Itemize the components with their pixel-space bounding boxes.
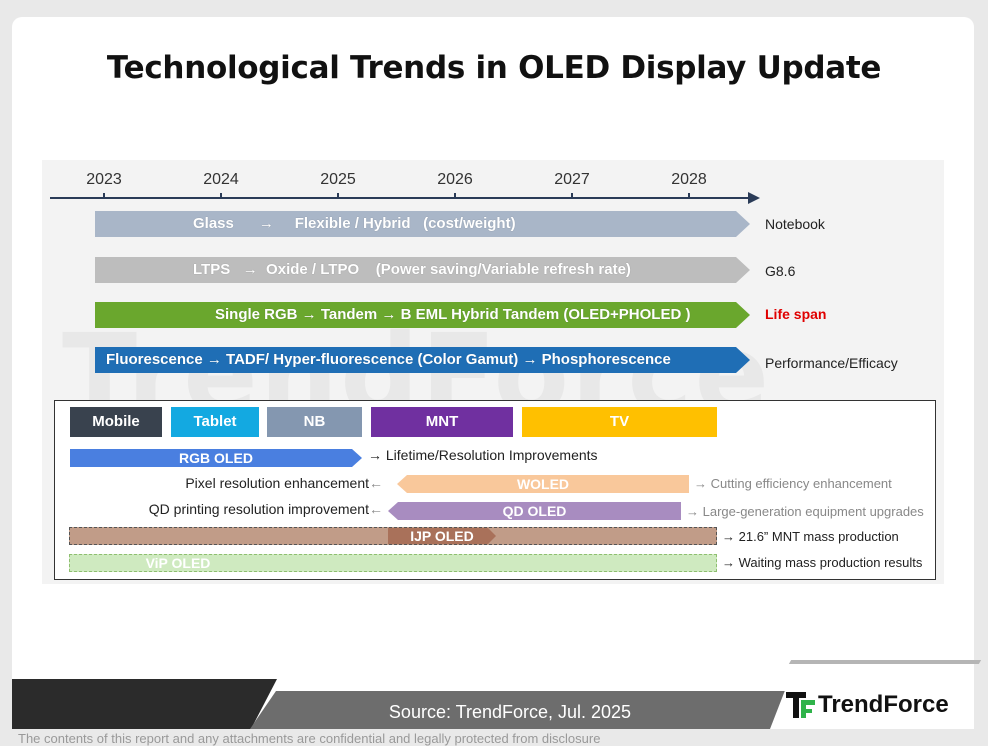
axis-tick (571, 193, 573, 199)
device-mobile: Mobile (70, 407, 162, 437)
trend-arrow-label: Glass → Flexible / Hybrid (cost/weight) (193, 215, 516, 232)
trend-arrow-backplane: LTPS → Oxide / LTPO (Power saving/Variab… (95, 257, 750, 283)
footer-band-grey (250, 691, 800, 729)
trend-side-label: Life span (765, 306, 827, 322)
year-label: 2026 (437, 171, 473, 188)
trend-side-label: Notebook (765, 216, 825, 232)
trend-arrow-substrate: Glass → Flexible / Hybrid (cost/weight) (95, 211, 750, 237)
trend-side-label: G8.6 (765, 263, 796, 279)
axis-tick (454, 193, 456, 199)
tech-bar-rgb-oled: RGB OLED (70, 449, 362, 467)
trend-arrow-label: Fluorescence → TADF/ Hyper-fluorescence … (106, 351, 671, 368)
axis-tick (220, 193, 222, 199)
tech-note-left: QD printing resolution improvement← (148, 501, 383, 517)
tech-note-left: Pixel resolution enhancement← (185, 475, 383, 491)
trendforce-logo: TrendForce (818, 691, 949, 718)
device-tablet: Tablet (171, 407, 259, 437)
year-label: 2027 (554, 171, 590, 188)
tech-note-right: → Cutting efficiency enhancement (694, 476, 892, 491)
page-title: Technological Trends in OLED Display Upd… (106, 50, 882, 86)
timeline-arrowhead (748, 192, 760, 204)
year-label: 2028 (671, 171, 707, 188)
trend-arrow-label: LTPS → Oxide / LTPO (Power saving/Variab… (193, 261, 631, 278)
year-label: 2024 (203, 171, 239, 188)
device-mnt: MNT (371, 407, 513, 437)
trend-arrow-structure: Single RGB → Tandem → B EML Hybrid Tande… (95, 302, 750, 328)
tech-bar-vip-oled: ViP OLED (69, 554, 717, 572)
trendforce-logo-icon (786, 692, 815, 718)
device-nb: NB (267, 407, 362, 437)
disclaimer-text: The contents of this report and any atta… (18, 731, 601, 746)
trend-arrow-material: Fluorescence → TADF/ Hyper-fluorescence … (95, 347, 750, 373)
trend-arrow-label: Single RGB → Tandem → B EML Hybrid Tande… (215, 306, 691, 323)
tech-note-right: → Waiting mass production results (722, 555, 923, 570)
tech-bar-ijp-oled: IJP OLED (388, 528, 496, 544)
year-label: 2023 (86, 171, 122, 188)
tech-note-right: → Large-generation equipment upgrades (686, 504, 924, 519)
tech-note-right: → Lifetime/Resolution Improvements (368, 447, 598, 463)
tech-bar-qd-oled: QD OLED (388, 502, 681, 520)
device-tv: TV (522, 407, 717, 437)
timeline-axis (50, 197, 752, 199)
tech-bar-woled: WOLED (397, 475, 689, 493)
tech-note-right: → 21.6” MNT mass production (722, 529, 899, 544)
source-text: Source: TrendForce, Jul. 2025 (388, 702, 632, 722)
footer-band-dark (12, 679, 277, 729)
logo-stripe (788, 660, 982, 664)
axis-tick (688, 193, 690, 199)
year-label: 2025 (320, 171, 356, 188)
axis-tick (103, 193, 105, 199)
trend-side-label: Performance/Efficacy (765, 355, 898, 371)
axis-tick (337, 193, 339, 199)
